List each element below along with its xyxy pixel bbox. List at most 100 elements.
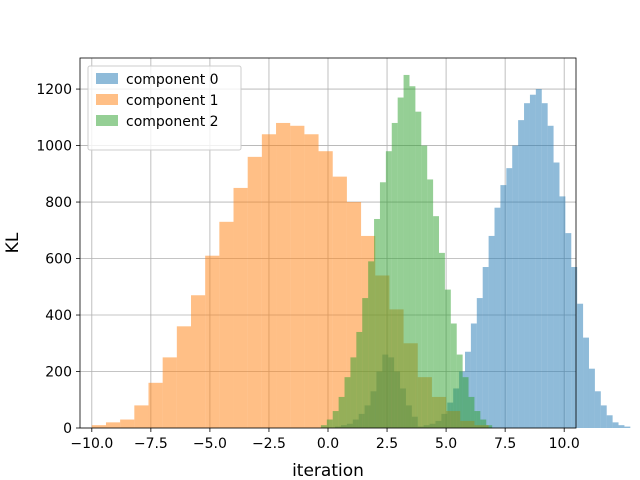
y-axis-ticks: 0 200 400 600 800 1000 1200 [36, 82, 80, 437]
histogram-bar [320, 425, 327, 428]
histogram-bar [583, 337, 589, 428]
x-tick-label: −5.0 [193, 436, 227, 452]
histogram-bar [476, 298, 483, 428]
histogram-bar [577, 303, 584, 428]
histogram-bar [468, 396, 475, 428]
histogram-bars [91, 74, 631, 429]
y-tick-label: 1000 [36, 139, 72, 155]
histogram-bar [547, 125, 554, 429]
histogram-bar [219, 221, 234, 428]
histogram-bar [318, 151, 333, 428]
histogram-bar [588, 368, 595, 428]
histogram-bar [444, 289, 451, 428]
y-tick-label: 600 [45, 252, 72, 268]
histogram-bar [362, 298, 369, 428]
histogram-bar [385, 151, 392, 428]
histogram-bar [512, 145, 519, 428]
y-tick-label: 0 [63, 421, 72, 437]
histogram-bar [304, 134, 319, 429]
histogram-bar [105, 422, 121, 428]
histogram-bar [326, 419, 333, 428]
histogram-bar [427, 179, 434, 428]
x-tick-label: 0.0 [317, 436, 339, 452]
histogram-bar [529, 94, 536, 428]
legend-swatch [96, 73, 118, 84]
histogram-bar [482, 267, 489, 428]
histogram-bar [600, 405, 607, 428]
histogram-bar [261, 134, 277, 429]
series-2-bars [320, 74, 493, 429]
x-tick-label: −2.5 [252, 436, 286, 452]
histogram-bar [524, 103, 530, 428]
histogram-bar [368, 261, 375, 428]
x-tick-label: −7.5 [134, 436, 168, 452]
histogram-bar [162, 357, 177, 428]
histogram-bar [191, 295, 206, 428]
histogram-bar [506, 168, 513, 429]
histogram-bar [535, 89, 542, 429]
histogram-bar [618, 425, 625, 428]
histogram-bar [450, 323, 457, 428]
histogram-bar [488, 235, 495, 428]
histogram-bar [332, 176, 347, 428]
x-tick-label: 5.0 [435, 436, 457, 452]
histogram-bar [518, 120, 525, 429]
y-tick-label: 400 [45, 308, 72, 324]
histogram-bar [612, 422, 619, 428]
legend-label: component 1 [126, 93, 219, 109]
histogram-bar [391, 122, 398, 429]
legend-label: component 2 [126, 114, 219, 130]
x-tick-label: −10.0 [70, 436, 113, 452]
histogram-bar [276, 122, 291, 429]
histogram-bar [247, 156, 262, 428]
histogram-bar [415, 111, 422, 428]
histogram-bar [494, 207, 501, 428]
histogram-bar [439, 252, 445, 428]
x-axis-label: iteration [292, 461, 364, 480]
y-tick-label: 200 [45, 365, 72, 381]
histogram-bar [421, 145, 428, 428]
histogram-bar [374, 218, 380, 428]
legend: component 0 component 1 component 2 [87, 65, 242, 151]
histogram-bar [332, 411, 339, 428]
histogram-bar [470, 323, 477, 428]
histogram-bar [624, 426, 631, 428]
histogram-bar [462, 377, 469, 428]
histogram-bar [500, 185, 507, 428]
histogram-bar [290, 125, 305, 429]
x-tick-label: 10.0 [549, 436, 580, 452]
histogram-bar [344, 377, 351, 428]
histogram-bar [176, 326, 192, 428]
histogram-bar [91, 425, 106, 428]
histogram-bar [594, 391, 601, 428]
histogram-bar [565, 233, 572, 428]
x-tick-label: 2.5 [376, 436, 398, 452]
y-tick-label: 800 [45, 195, 72, 211]
histogram-bar [120, 419, 135, 428]
histogram-bar [571, 267, 578, 428]
histogram-bar [486, 425, 493, 428]
histogram-bar [134, 405, 149, 428]
histogram-bar [559, 196, 566, 428]
histogram-bar [233, 187, 248, 428]
histogram-bar [606, 415, 613, 428]
histogram-bar [379, 182, 386, 428]
y-tick-label: 1200 [36, 82, 72, 98]
histogram-bar [338, 396, 345, 428]
histogram-bar [474, 411, 481, 428]
histogram-bar [433, 216, 440, 428]
x-axis-ticks: −10.0 −7.5 −5.0 −2.5 0.0 2.5 5.0 7.5 10.0 [70, 428, 580, 452]
y-axis-label: KL [3, 232, 23, 253]
legend-swatch [96, 115, 118, 126]
x-tick-label: 7.5 [494, 436, 516, 452]
histogram-bar [397, 97, 404, 428]
histogram-bar [403, 74, 410, 428]
histogram-bar [456, 354, 463, 428]
histogram-bar [148, 382, 163, 428]
legend-swatch [96, 94, 118, 105]
legend-box [87, 65, 242, 151]
histogram-bar [541, 103, 548, 428]
histogram-bar [409, 86, 416, 429]
histogram-bar [553, 162, 560, 428]
